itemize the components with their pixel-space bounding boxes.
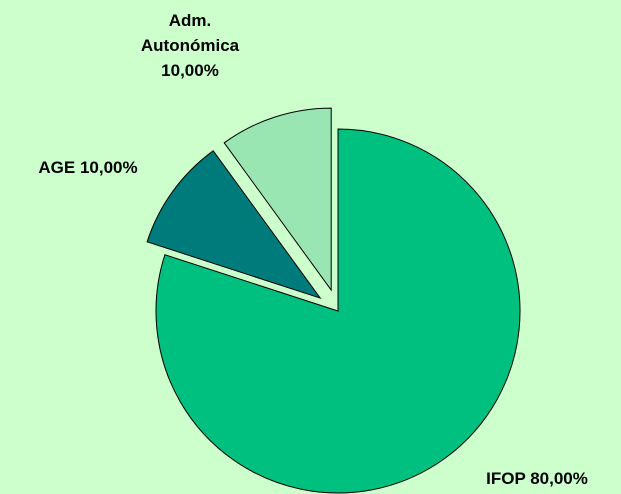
category-label: Adm. Autonómica	[140, 11, 240, 55]
value-label: 80,00%	[530, 469, 588, 488]
slice-label: IFOP 80,00%	[452, 466, 621, 491]
pie-slice	[155, 128, 521, 494]
slice-label: AGE 10,00%	[8, 155, 168, 180]
value-label: 10,00%	[161, 61, 219, 80]
category-label: AGE	[38, 158, 76, 177]
slice-label: Adm. Autonómica 10,00%	[110, 8, 270, 83]
value-label: 10,00%	[79, 158, 138, 177]
category-label: IFOP	[486, 469, 526, 488]
pie-slice	[146, 150, 322, 300]
pie-slice	[223, 107, 332, 292]
